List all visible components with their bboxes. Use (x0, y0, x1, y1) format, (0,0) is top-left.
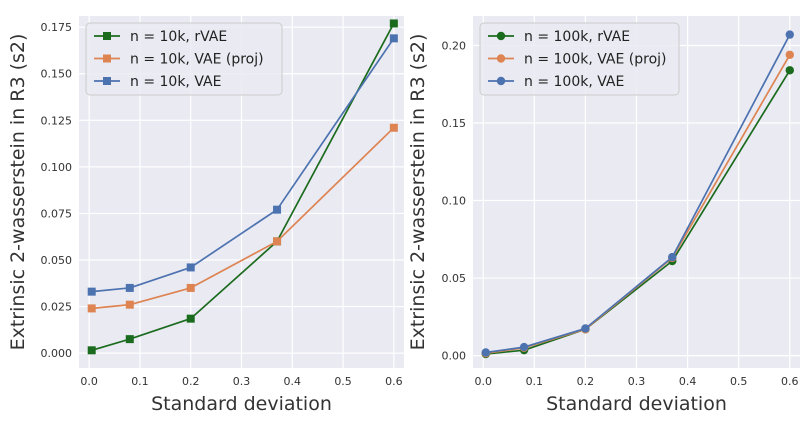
x-tick-label: 0.3 (628, 375, 646, 388)
data-point (785, 30, 794, 39)
x-tick-label: 0.3 (233, 375, 251, 388)
data-point (186, 314, 195, 323)
y-tick-label: 0.125 (41, 114, 73, 127)
data-point (519, 342, 529, 352)
y-axis-label: Extrinsic 2-wasserstein in R3 (s2) (407, 34, 429, 351)
x-tick-label: 0.4 (679, 375, 697, 388)
y-tick-label: 0.175 (41, 21, 73, 34)
data-point (389, 123, 398, 132)
y-axis-label: Extrinsic 2-wasserstein in R3 (s2) (7, 34, 29, 351)
data-point (785, 50, 794, 59)
x-tick-label: 0.0 (80, 375, 98, 388)
legend-label: n = 100k, rVAE (524, 29, 630, 45)
data-point (125, 335, 134, 344)
x-tick-label: 0.5 (730, 375, 748, 388)
chart-panel-1: 0.000 0.025 0.050 0.075 0.100 0.125 0.150 0.175… (7, 16, 404, 415)
legend-marker (496, 54, 506, 63)
data-point (186, 263, 195, 272)
y-tick-label: 0.05 (442, 272, 467, 285)
y-tick-label: 0.150 (41, 68, 73, 81)
data-point (581, 324, 590, 333)
data-point (125, 300, 134, 309)
data-point (389, 19, 398, 28)
chart-panel-2: 0.00 0.05 0.10 0.15 0.20 0.0 0.1 0.2 0.3 0.4 0.5 0.… (407, 16, 800, 415)
x-tick-label: 0.6 (781, 375, 799, 388)
data-point (389, 34, 398, 43)
x-tick-label: 0.5 (334, 375, 352, 388)
data-point (273, 237, 282, 246)
data-point (186, 283, 195, 292)
data-point (668, 252, 677, 262)
legend-label: n = 10k, rVAE (130, 29, 227, 45)
x-tick-label: 0.4 (284, 375, 302, 388)
data-point (273, 205, 282, 214)
y-tick-label: 0.075 (41, 207, 73, 220)
legend-marker (103, 32, 111, 40)
legend-box (85, 22, 283, 96)
x-tick-label: 0.6 (385, 375, 403, 388)
legend-label: n = 100k, VAE (524, 74, 624, 90)
y-tick-label: 0.100 (41, 161, 73, 174)
x-tick-label: 0.2 (182, 375, 200, 388)
x-tick-label: 0.0 (474, 375, 492, 388)
data-point (481, 348, 490, 357)
legend-marker (103, 54, 111, 63)
legend-marker (103, 77, 111, 85)
y-tick-label: 0.050 (41, 254, 73, 267)
x-tick-label: 0.2 (577, 375, 595, 388)
x-axis-label: Standard deviation (151, 393, 332, 415)
y-tick-label: 0.10 (442, 195, 467, 208)
y-tick-label: 0.15 (442, 117, 467, 130)
y-tick-label: 0.00 (442, 350, 467, 363)
legend-label: n = 10k, VAE (130, 74, 221, 90)
data-point (785, 66, 794, 75)
y-tick-label: 0.025 (41, 301, 73, 314)
data-point (87, 304, 96, 313)
x-tick-label: 0.1 (526, 375, 544, 388)
legend-box (479, 22, 680, 96)
data-point (87, 346, 96, 355)
data-point (87, 287, 96, 296)
legend-label: n = 100k, VAE (proj) (524, 52, 667, 68)
legend-marker (496, 31, 506, 41)
y-tick-label: 0.000 (41, 347, 73, 360)
x-axis-label: Standard deviation (546, 393, 727, 415)
legend-label: n = 10k, VAE (proj) (130, 52, 264, 68)
y-tick-label: 0.20 (442, 39, 467, 52)
x-tick-label: 0.1 (131, 375, 149, 388)
data-point (125, 283, 134, 292)
legend-marker (496, 76, 506, 86)
